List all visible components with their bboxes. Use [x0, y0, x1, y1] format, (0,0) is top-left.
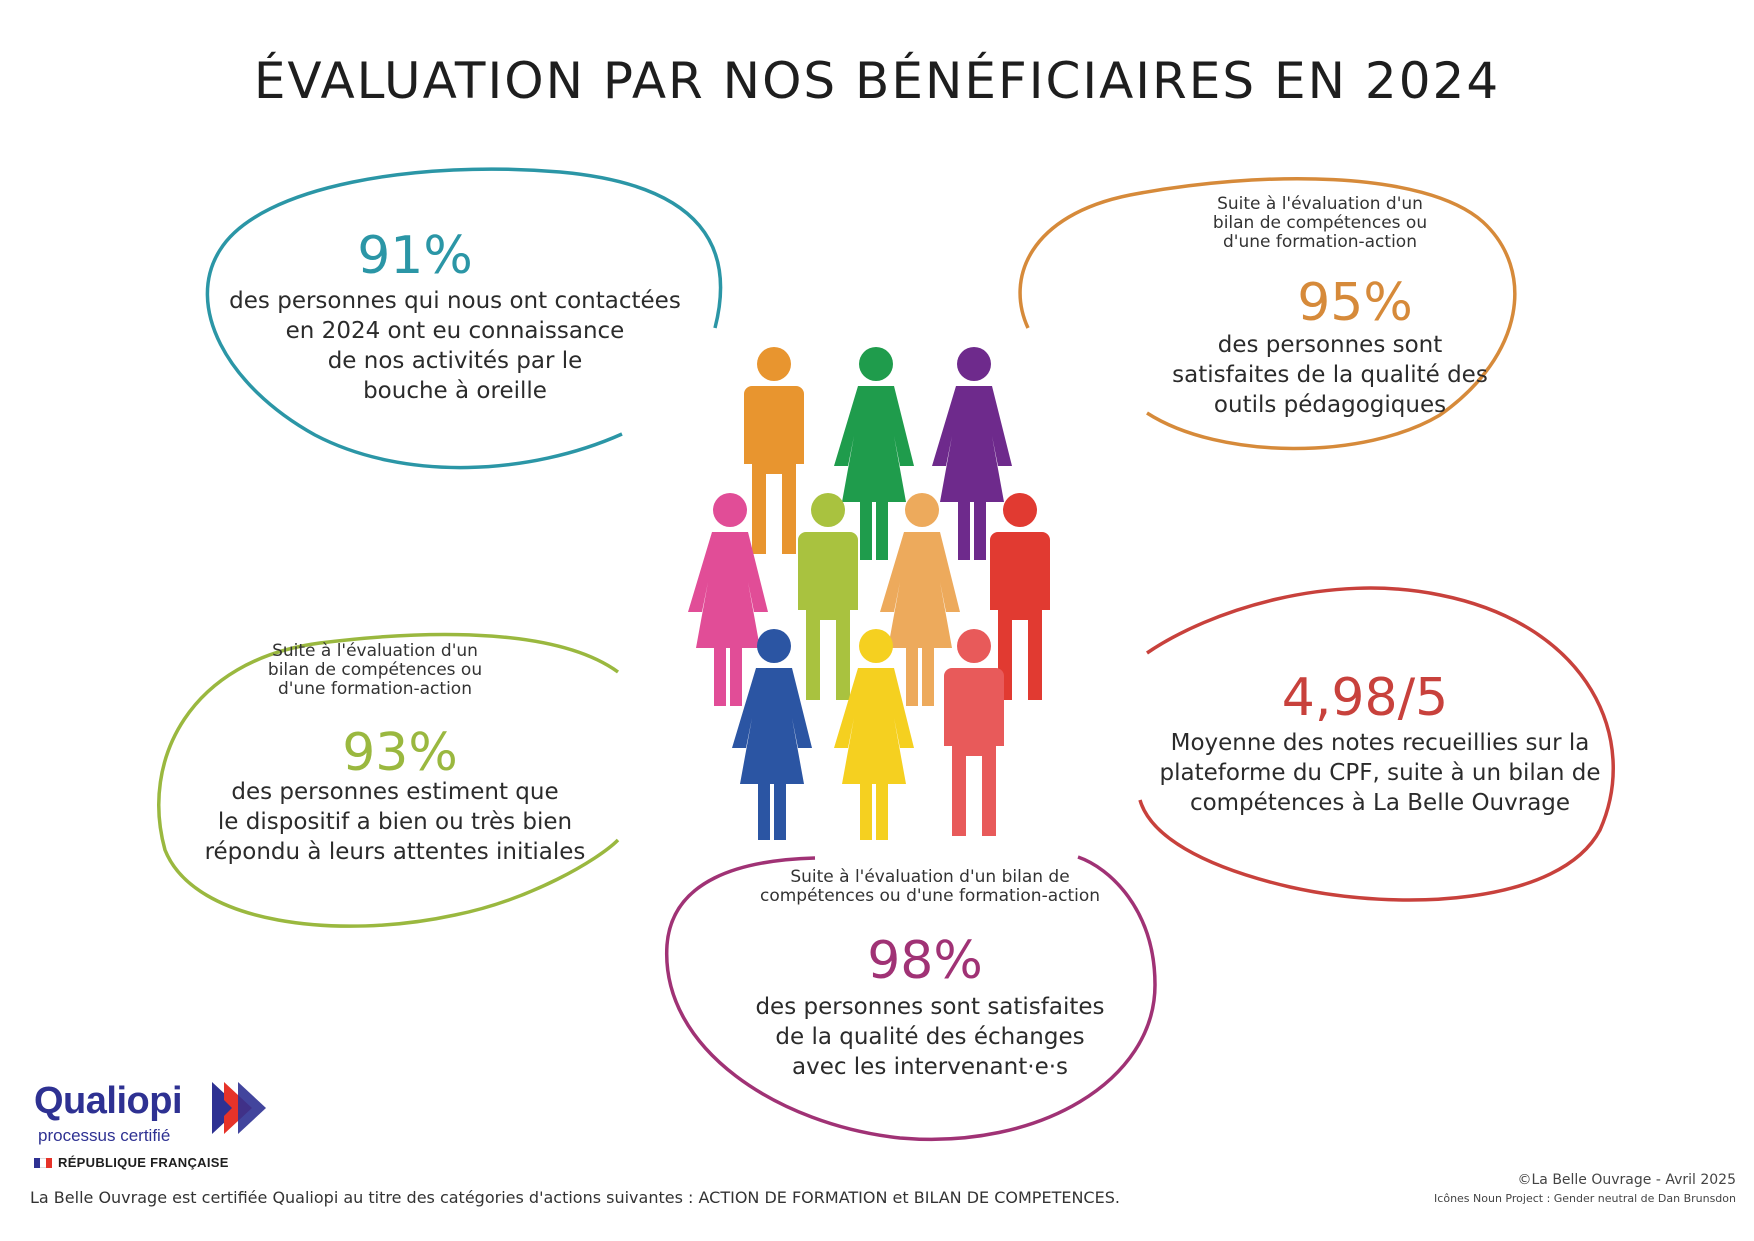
- people-figures: [688, 347, 1050, 840]
- stat-context-98: Suite à l'évaluation d'un bilan de compé…: [759, 867, 1101, 906]
- figure-blue-icon: [732, 629, 812, 840]
- blob-teal: [205, 167, 723, 470]
- blob-red: [1138, 586, 1615, 902]
- figure-pink-icon: [688, 493, 768, 706]
- figure-lime-icon: [798, 493, 858, 700]
- figure-coral-icon: [944, 629, 1004, 836]
- copyright: ©La Belle Ouvrage - Avril 2025: [1517, 1172, 1736, 1188]
- icon-credit: Icônes Noun Project : Gender neutral de …: [1434, 1192, 1736, 1205]
- stat-description-98: des personnes sont satisfaites de la qua…: [755, 994, 1105, 1080]
- blob-green: [157, 632, 620, 928]
- blob-purple: [665, 855, 1157, 1141]
- logo-name: Qualiopi: [34, 1080, 183, 1122]
- stat-value-93: 93%: [342, 723, 458, 783]
- stat-context-93: Suite à l'évaluation d'un bilan de compé…: [267, 641, 483, 699]
- figure-green-icon: [834, 347, 914, 560]
- logo-subtitle: processus certifié: [38, 1126, 171, 1145]
- figure-yellow-icon: [834, 629, 914, 840]
- blob-orange: [1018, 176, 1517, 451]
- stat-value-95: 95%: [1297, 273, 1413, 333]
- page-title: ÉVALUATION PAR NOS BÉNÉFICIAIRES EN 2024: [253, 52, 1501, 110]
- qualiopi-arrow-icon: [212, 1082, 266, 1134]
- stat-description-93: des personnes estiment que le dispositif…: [204, 779, 586, 865]
- stat-description-95: des personnes sont satisfaites de la qua…: [1172, 332, 1488, 418]
- stat-description-rating: Moyenne des notes recueillies sur la pla…: [1159, 730, 1601, 816]
- figure-purple-icon: [932, 347, 1012, 560]
- figure-orange-icon: [744, 347, 804, 554]
- stat-value-98: 98%: [867, 931, 983, 991]
- flag-icon: [34, 1158, 40, 1168]
- certification-footer: La Belle Ouvrage est certifiée Qualiopi …: [30, 1188, 1120, 1207]
- stat-value-rating: 4,98/5: [1281, 668, 1449, 728]
- qualiopi-logo: Qualiopi processus certifié: [30, 1078, 270, 1153]
- stat-context-95: Suite à l'évaluation d'un bilan de compé…: [1212, 194, 1428, 252]
- stat-description-91: des personnes qui nous ont contactées en…: [229, 288, 681, 404]
- figure-peach-icon: [880, 493, 960, 706]
- figure-red-icon: [990, 493, 1050, 700]
- republique-francaise-label: RÉPUBLIQUE FRANÇAISE: [34, 1155, 229, 1170]
- stat-value-91: 91%: [357, 226, 473, 286]
